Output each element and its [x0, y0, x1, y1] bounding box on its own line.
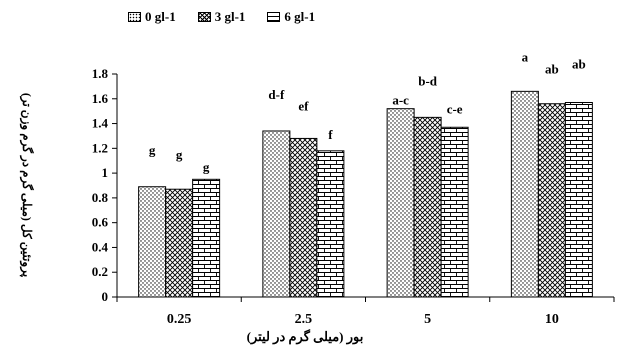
x-axis-label: بور (میلی گرم در لیتر) [247, 328, 364, 345]
y-tick-label: 1 [102, 165, 109, 180]
legend-item-2: 6 gl-1 [267, 9, 315, 25]
bar-significance-label: g [176, 147, 183, 162]
bar-significance-label: d-f [268, 87, 285, 102]
bar-significance-label: ab [545, 62, 559, 77]
x-tick-label: 10 [545, 312, 559, 327]
legend-item-0: 0 gl-1 [128, 9, 176, 25]
y-tick-label: 1.2 [92, 140, 108, 155]
legend-swatch-dots [128, 12, 141, 22]
legend-item-1: 3 gl-1 [197, 9, 246, 25]
bar-crosshatch [289, 137, 318, 298]
y-tick-label: 0.2 [92, 264, 108, 279]
bar-significance-label: g [149, 143, 156, 158]
legend-label-2: 6 gl-1 [284, 9, 316, 24]
bar-dots [510, 90, 539, 298]
bar-brick [564, 101, 593, 298]
y-tick-label: 1.6 [92, 91, 109, 106]
bar-significance-label: a-c [392, 93, 409, 108]
bar-significance-label: g [203, 159, 210, 174]
y-axis-label: پروتئین کل (میلی گرم در گرم وزن تر) [19, 93, 35, 278]
bar-dots [262, 130, 291, 298]
bar-significance-label: c-e [447, 101, 463, 116]
x-tick-label: 5 [424, 312, 431, 327]
bar-significance-label: ab [572, 56, 586, 71]
y-tick-label: 0 [102, 289, 109, 304]
bar-crosshatch [165, 188, 194, 298]
y-tick-label: 0.4 [92, 239, 109, 254]
bar-crosshatch [413, 116, 442, 298]
legend-label-1: 3 gl-1 [214, 9, 246, 24]
y-tick-label: 1.8 [92, 66, 109, 81]
x-tick-label: 2.5 [295, 312, 313, 327]
bar-brick [192, 178, 221, 298]
legend: 0 gl-1 3 gl-1 6 gl-1 [128, 9, 315, 25]
legend-swatch-brick [267, 12, 281, 22]
legend-swatch-crosshatch [197, 12, 211, 22]
bar-crosshatch [537, 103, 566, 298]
y-tick-label: 0.8 [92, 190, 109, 205]
bar-significance-label: b-d [418, 73, 438, 88]
legend-label-0: 0 gl-1 [145, 9, 176, 24]
bar-significance-label: ef [298, 98, 309, 113]
bar-dots [386, 108, 415, 298]
bar-significance-label: f [328, 127, 333, 142]
bar-brick [316, 150, 345, 298]
bar-brick [440, 126, 469, 298]
y-tick-label: 0.6 [92, 215, 109, 230]
bar-significance-label: a [522, 49, 529, 64]
y-tick-label: 1.4 [92, 116, 109, 131]
bar-dots [138, 186, 167, 298]
x-tick-label: 0.25 [167, 312, 192, 327]
